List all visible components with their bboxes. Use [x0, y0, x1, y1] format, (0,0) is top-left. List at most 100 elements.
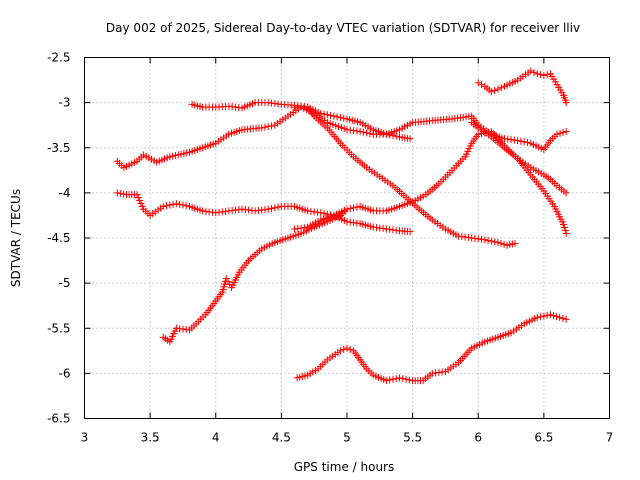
data-point — [562, 315, 570, 323]
data-point — [533, 313, 541, 321]
data-point — [543, 71, 551, 79]
data-point — [330, 112, 338, 120]
data-point — [116, 189, 124, 197]
y-tick-label: -5.5 — [47, 321, 70, 335]
data-point — [353, 203, 361, 211]
data-point — [494, 239, 502, 247]
data-point — [559, 128, 567, 136]
y-tick-label: -3 — [59, 96, 71, 110]
data-point — [163, 202, 171, 210]
data-point — [336, 347, 344, 355]
x-tick-label: 4.5 — [272, 431, 291, 445]
data-point — [274, 203, 282, 211]
y-tick-label: -4.5 — [47, 231, 70, 245]
data-point — [323, 210, 331, 218]
data-point — [406, 228, 414, 236]
data-point — [340, 345, 348, 353]
series-track-5 — [291, 128, 570, 237]
data-point — [356, 128, 364, 136]
data-point — [138, 202, 146, 210]
y-tick-label: -6.5 — [47, 412, 70, 426]
data-point — [169, 200, 177, 208]
data-point — [350, 204, 358, 212]
data-point — [546, 311, 554, 319]
data-point — [396, 374, 403, 382]
data-point — [386, 376, 394, 384]
data-point — [392, 375, 400, 383]
data-point — [474, 130, 482, 138]
data-point — [405, 376, 413, 384]
data-point — [527, 67, 535, 75]
data-point — [346, 345, 354, 353]
data-point — [222, 275, 230, 283]
data-point — [523, 139, 531, 147]
data-point — [137, 199, 145, 207]
x-tick-label: 4 — [212, 431, 220, 445]
data-point — [481, 236, 489, 244]
data-point — [166, 201, 174, 209]
data-point — [224, 278, 232, 286]
data-point — [537, 313, 545, 321]
y-tick-label: -3.5 — [47, 141, 70, 155]
data-point — [136, 196, 144, 204]
data-point — [484, 236, 492, 244]
data-point — [346, 204, 354, 212]
data-point — [520, 138, 528, 146]
data-point — [562, 229, 570, 237]
data-point — [530, 68, 538, 76]
data-point — [553, 130, 561, 138]
data-point — [474, 79, 482, 87]
data-point — [478, 81, 486, 89]
data-point — [264, 205, 272, 213]
data-point — [382, 130, 390, 138]
data-point — [182, 202, 190, 210]
data-point — [399, 375, 407, 383]
data-point — [491, 238, 499, 246]
data-point — [172, 200, 180, 208]
data-point — [333, 113, 341, 121]
data-point — [317, 109, 325, 117]
series-track-3 — [291, 103, 519, 249]
y-tick-label: -6 — [59, 366, 71, 380]
data-point — [559, 314, 567, 322]
x-axis-label: GPS time / hours — [294, 460, 395, 474]
series-track-7 — [468, 118, 570, 197]
data-point — [494, 85, 502, 93]
data-point — [343, 344, 351, 352]
data-point — [343, 205, 351, 213]
data-point — [562, 128, 570, 136]
data-point — [271, 204, 279, 212]
data-point — [176, 200, 184, 208]
data-point — [497, 84, 505, 92]
series-track-8 — [159, 205, 351, 346]
data-point — [119, 190, 127, 198]
series-track-4 — [113, 189, 414, 236]
data-point — [320, 110, 328, 118]
data-point — [320, 209, 328, 217]
data-point — [382, 377, 390, 385]
data-point — [258, 124, 266, 132]
data-point — [537, 71, 545, 79]
data-point — [511, 239, 519, 247]
x-tick-label: 5.5 — [403, 431, 422, 445]
data-point — [327, 111, 335, 119]
data-point — [556, 129, 564, 137]
series-track-6 — [474, 67, 570, 107]
data-point — [113, 189, 121, 197]
data-point — [261, 123, 269, 131]
data-point — [491, 86, 499, 94]
data-point — [550, 312, 557, 320]
data-point — [562, 189, 570, 197]
data-point — [561, 226, 569, 234]
series-track-1 — [113, 103, 570, 172]
y-tick-label: -4 — [59, 186, 71, 200]
data-point — [562, 99, 570, 107]
data-point — [514, 137, 522, 145]
data-point — [543, 311, 551, 319]
data-point — [134, 194, 142, 202]
data-point — [133, 191, 141, 199]
data-point — [317, 209, 325, 217]
data-point — [402, 375, 410, 383]
data-point — [386, 131, 394, 139]
